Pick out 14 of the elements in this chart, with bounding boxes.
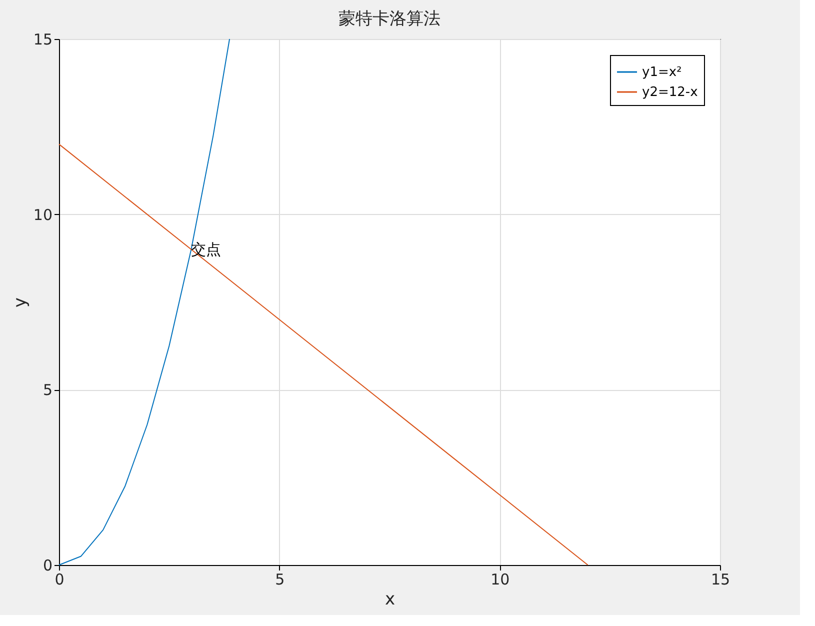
y-tick-label: 5 [42, 381, 52, 400]
x-axis-title: x [384, 590, 396, 610]
x-tick-label: 10 [490, 570, 510, 588]
legend-label: y2=12-x [642, 85, 698, 100]
y-tick-label: 10 [33, 206, 52, 224]
y-tick-label: 0 [42, 556, 52, 574]
y-axis-title: y [10, 297, 30, 308]
y-tick-label: 15 [33, 30, 52, 48]
line-series [58, 144, 588, 566]
x-tick-label: 0 [54, 570, 64, 588]
legend-label: y1=x² [642, 65, 682, 80]
x-tick-label: 5 [275, 570, 285, 588]
x-tick-label: 15 [710, 570, 730, 588]
chart-title: 蒙特卡洛算法 [338, 9, 440, 29]
